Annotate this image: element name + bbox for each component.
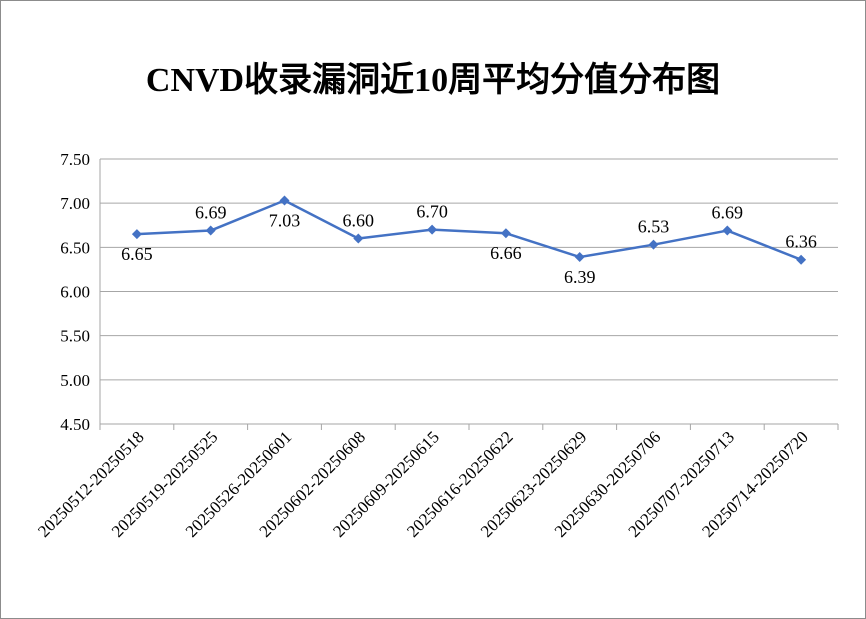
y-tick-label: 7.00	[60, 194, 90, 213]
series-polyline	[136, 199, 802, 261]
data-label: 6.65	[121, 244, 153, 264]
data-label: 7.03	[269, 211, 301, 231]
data-labels: 6.65 6.69 7.03 6.60 6.70 6.66 6.39 6.53 6.69 6.36	[121, 202, 817, 287]
data-point	[427, 224, 438, 235]
data-label: 6.53	[638, 217, 670, 237]
chart-title: CNVD收录漏洞近10周平均分值分布图	[145, 62, 721, 99]
data-point	[574, 252, 585, 263]
data-point	[353, 233, 364, 244]
y-tick-label: 6.00	[60, 283, 90, 302]
data-point	[205, 225, 216, 236]
y-tick-label: 6.50	[60, 238, 90, 257]
data-label: 6.66	[490, 243, 522, 263]
y-axis: 4.50 5.00 5.50 6.00 6.50 7.00 7.50	[60, 150, 101, 434]
data-label: 6.69	[195, 203, 227, 223]
data-label: 6.70	[416, 202, 448, 222]
y-tick-label: 4.50	[60, 415, 90, 434]
series-line	[131, 195, 807, 265]
data-point	[796, 254, 807, 265]
data-point	[131, 229, 142, 240]
data-label: 6.36	[785, 232, 817, 252]
x-axis: 20250512-2025051820250519-20250525202505…	[34, 424, 839, 541]
data-point	[648, 239, 659, 250]
data-point	[500, 228, 511, 239]
data-point	[279, 195, 290, 206]
data-label: 6.69	[712, 203, 744, 223]
y-tick-label: 7.50	[60, 150, 90, 169]
data-label: 6.60	[343, 211, 375, 231]
gridlines	[100, 158, 838, 425]
data-label: 6.39	[564, 267, 596, 287]
data-point	[722, 225, 733, 236]
y-tick-label: 5.00	[60, 371, 90, 390]
y-tick-label: 5.50	[60, 327, 90, 346]
